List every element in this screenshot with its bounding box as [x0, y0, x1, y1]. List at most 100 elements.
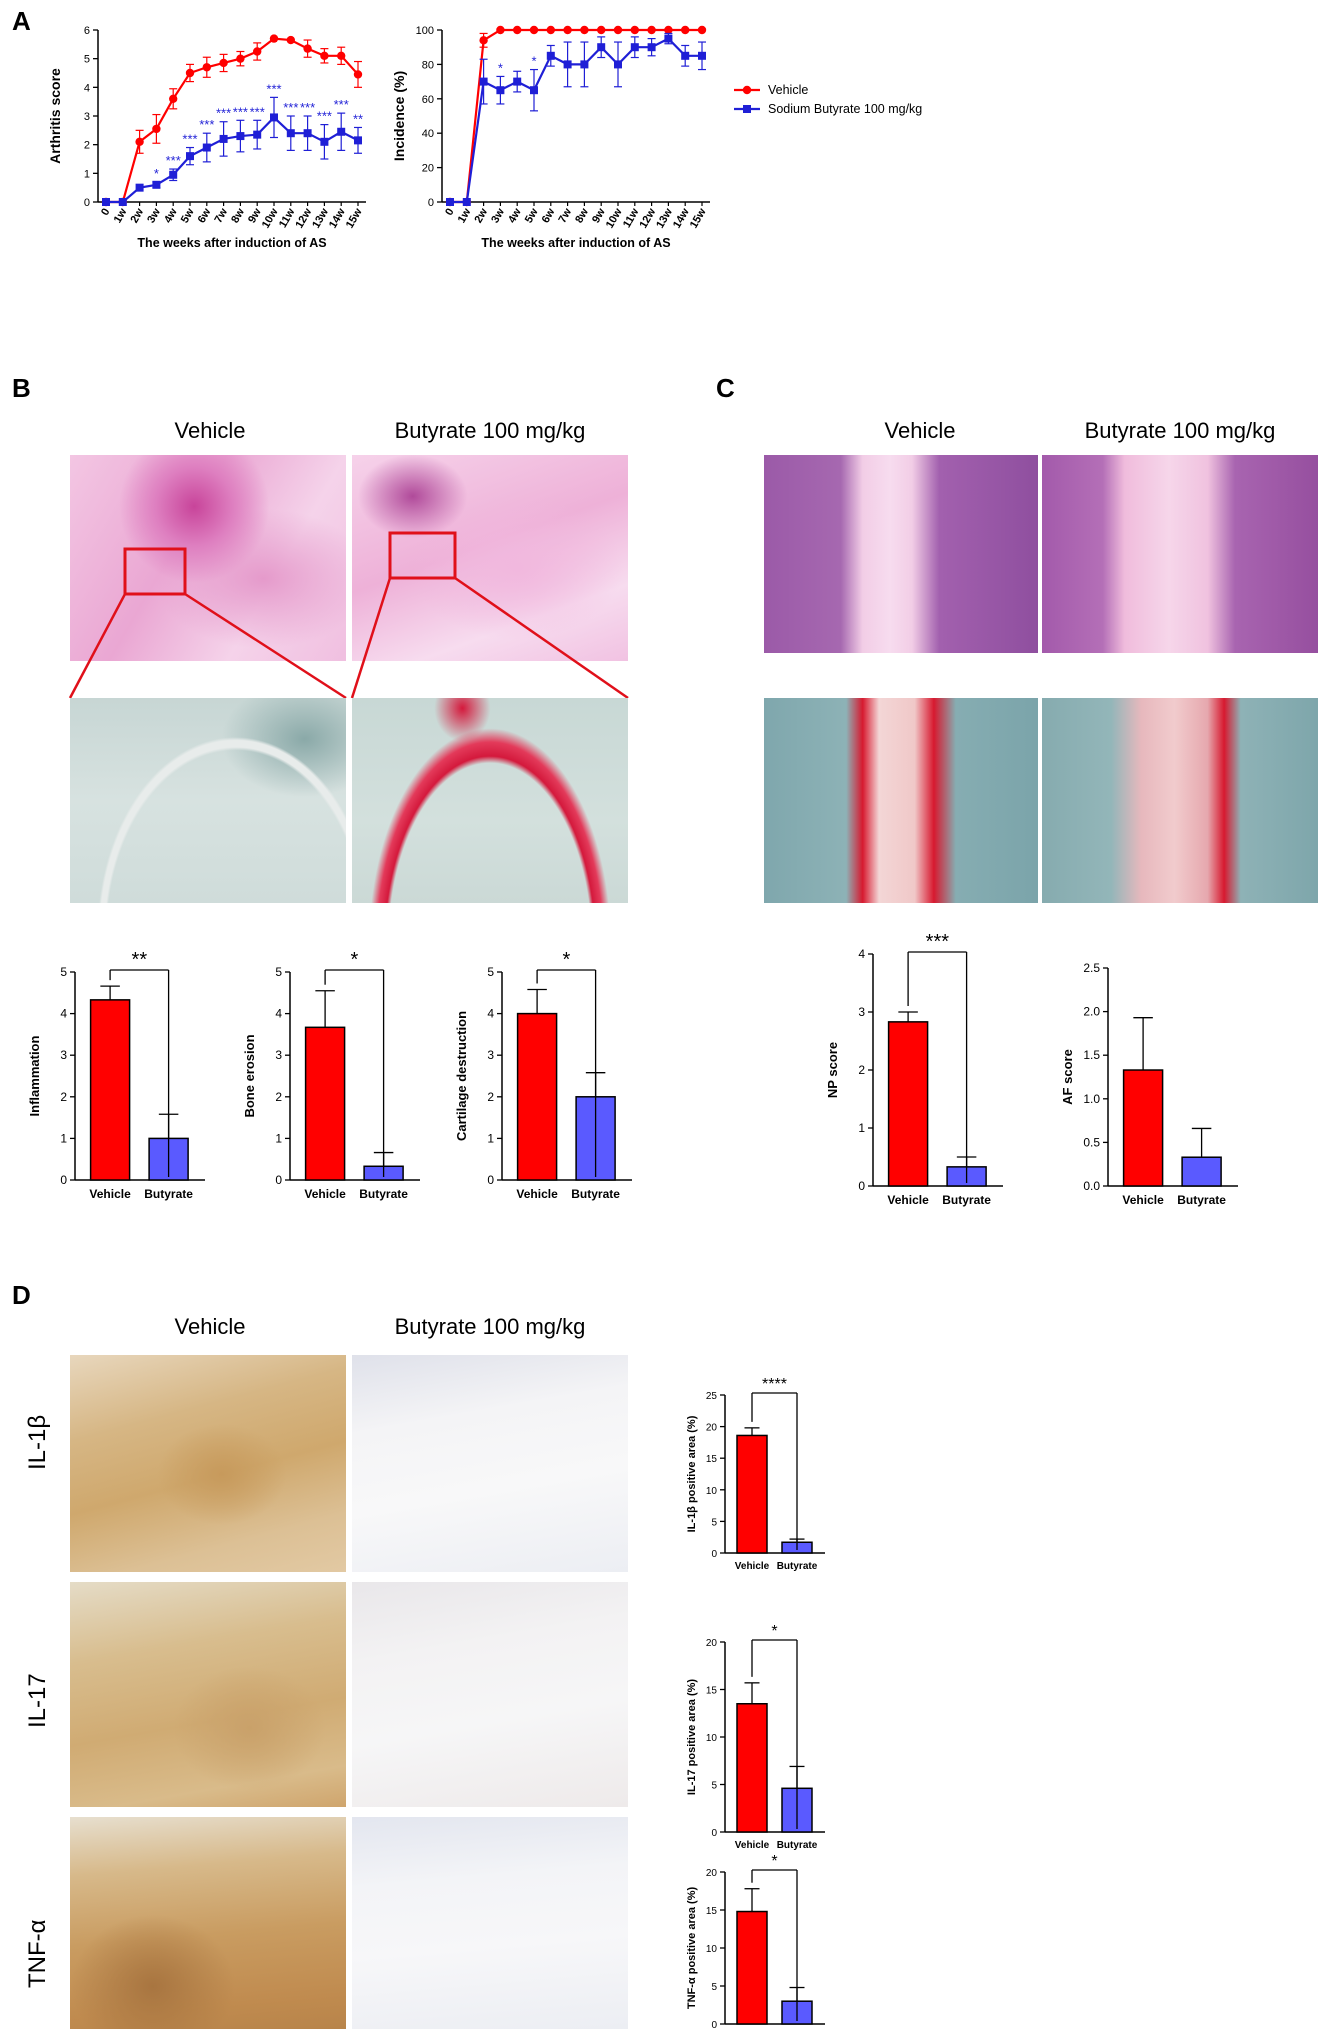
x-tick-label: 10w: [260, 206, 281, 230]
y-tick-label: 20: [706, 1868, 718, 1879]
y-axis-title: IL-17 positive area (%): [686, 1679, 698, 1795]
b-vehicle-label: Vehicle: [174, 418, 246, 443]
y-tick-label: 3: [84, 111, 90, 123]
y-tick-label: 5: [711, 1517, 717, 1528]
il17-bar-chart: 0 5 10 15 20 Vehicle Butyrate IL-17 positive ar…: [686, 1623, 825, 1851]
x-tick-label: Vehicle: [887, 1193, 929, 1207]
data-point-butyrate: [303, 129, 312, 138]
x-tick-label: 13w: [310, 206, 331, 230]
bar-vehicle: [1122, 1069, 1164, 1187]
data-point-butyrate: [337, 127, 346, 136]
y-tick-label: 0.5: [1083, 1135, 1100, 1149]
significance-label: *: [562, 949, 570, 971]
c-butyrate-he-image: [1042, 455, 1318, 653]
y-tick-label: 0: [487, 1173, 494, 1187]
d-il1b-vehicle-image: [70, 1355, 346, 1572]
y-tick-label: 40: [422, 128, 434, 140]
data-point-butyrate: [479, 77, 488, 86]
significance-star: *: [154, 166, 159, 181]
data-point-butyrate: [546, 51, 555, 60]
y-tick-label: 0: [60, 1173, 67, 1187]
data-point-butyrate: [219, 134, 228, 143]
data-point-vehicle: [580, 25, 589, 35]
y-axis-title: Bone erosion: [242, 1034, 257, 1117]
significance-label: *: [350, 949, 358, 971]
x-tick-label: Vehicle: [89, 1187, 131, 1201]
x-tick-label: 11w: [277, 206, 298, 230]
y-tick-label: 100: [416, 25, 434, 37]
x-tick-label: 2w: [128, 206, 146, 225]
x-tick-label: Butyrate: [777, 1561, 818, 1572]
data-point-vehicle: [337, 51, 346, 60]
significance-star: ***: [283, 100, 298, 115]
x-tick-label: Butyrate: [144, 1187, 193, 1201]
data-point-vehicle: [563, 25, 572, 35]
panel-d-bar-charts: 0 5 10 15 20 25 Vehicle Butyrate IL-1β positive …: [686, 1376, 825, 2030]
bar-vehicle: [304, 1026, 346, 1181]
data-point-vehicle: [664, 25, 673, 35]
d-il1b-butyrate-image: [352, 1355, 628, 1572]
y-tick-label: 1: [60, 1131, 67, 1145]
x-tick-label: 14w: [671, 206, 692, 230]
x-tick-label: 7w: [212, 206, 230, 225]
x-tick-label: 5w: [523, 206, 541, 225]
y-tick-label: 2: [60, 1090, 67, 1104]
data-point-butyrate: [152, 180, 161, 189]
data-point-butyrate: [286, 129, 295, 138]
d-row-label-tnfa: TNF-α: [24, 1919, 51, 1988]
x-tick-label: 14w: [327, 206, 348, 230]
series-line-0: [450, 28, 702, 204]
y-tick-label: 0: [428, 197, 434, 209]
data-point-vehicle: [185, 68, 195, 78]
data-point-vehicle: [269, 34, 279, 43]
data-point-butyrate: [202, 143, 211, 152]
b-zoom-line-2: [184, 592, 347, 700]
significance-label: *: [771, 1623, 777, 1640]
y-tick-label: 0: [84, 197, 90, 209]
x-tick-label: Vehicle: [735, 1840, 770, 1851]
x-tick-label: Butyrate: [942, 1193, 991, 1207]
y-tick-label: 1: [858, 1121, 865, 1135]
y-tick-label: 15: [706, 1906, 718, 1917]
y-tick-label: 4: [858, 947, 865, 961]
af-score-bar-chart: 0.0 0.5 1.0 1.5 2.0 2.5 Vehicle Butyrate AF scor…: [1060, 961, 1238, 1207]
c-vehicle-safranin-image: [764, 698, 1038, 903]
bar-vehicle: [736, 1703, 768, 1833]
data-point-vehicle: [320, 51, 329, 60]
data-point-vehicle: [152, 124, 161, 134]
data-point-vehicle: [253, 47, 262, 56]
significance-star: ***: [166, 153, 181, 168]
b-vehicle-zoom-box: [123, 547, 187, 596]
data-point-vehicle: [496, 25, 505, 35]
x-tick-label: 15w: [344, 206, 365, 230]
x-tick-label: 0: [99, 207, 112, 218]
bar-vehicle: [89, 999, 131, 1181]
y-tick-label: 0: [275, 1173, 282, 1187]
data-point-butyrate: [169, 170, 178, 179]
y-axis-title: TNF-α positive area (%): [686, 1887, 698, 2010]
y-tick-label: 2.0: [1083, 1005, 1100, 1019]
b-butyrate-label: Butyrate 100 mg/kg: [394, 418, 586, 443]
data-point-vehicle: [513, 25, 522, 35]
significance-label: ***: [926, 931, 950, 953]
data-point-vehicle: [236, 54, 245, 63]
data-point-butyrate: [320, 137, 329, 146]
data-point-butyrate: [664, 34, 673, 43]
y-tick-label: 2: [84, 140, 90, 152]
significance-star: ***: [266, 81, 281, 96]
series-line-1: [106, 115, 359, 204]
y-tick-label: 2: [275, 1090, 282, 1104]
x-tick-label: 5w: [179, 206, 197, 225]
x-tick-label: 8w: [573, 206, 591, 225]
y-tick-label: 2: [858, 1063, 865, 1077]
c-vehicle-label: Vehicle: [884, 418, 956, 443]
x-tick-label: Vehicle: [1122, 1193, 1164, 1207]
series-line-0: [106, 37, 359, 204]
d-tnfa-vehicle-image: [70, 1817, 346, 2029]
b-butyrate-he-image: [352, 455, 628, 661]
y-tick-label: 3: [275, 1048, 282, 1062]
b-vehicle-he-image: [70, 455, 346, 661]
bar-vehicle: [736, 1434, 768, 1554]
x-tick-label: 4w: [162, 206, 180, 225]
